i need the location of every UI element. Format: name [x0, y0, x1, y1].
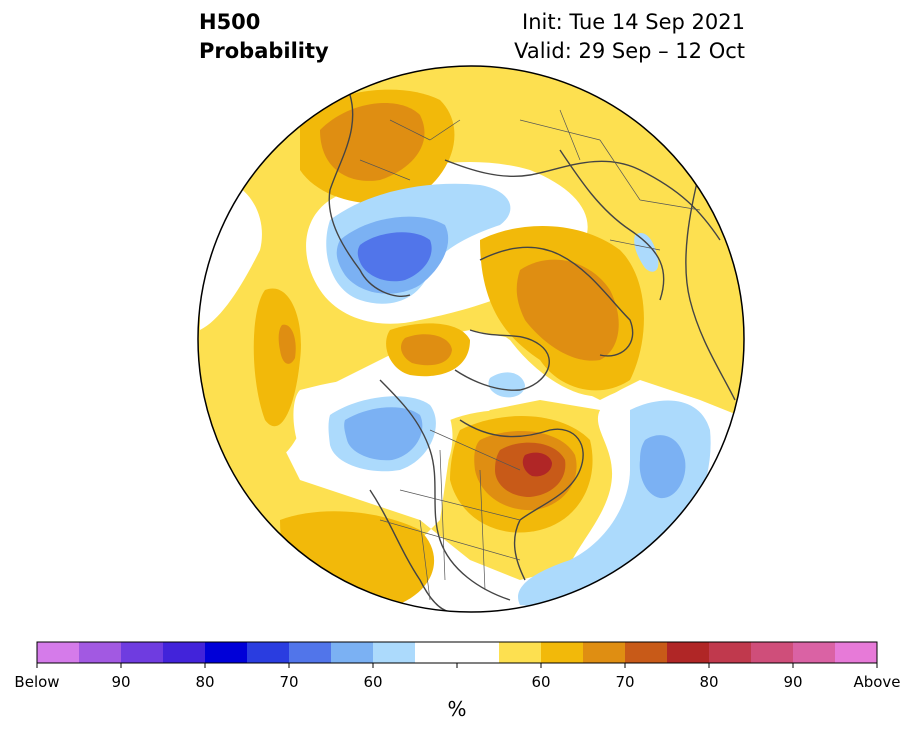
above-65-arctic: [516, 259, 619, 361]
below-65-kamchatka: [357, 232, 432, 282]
title-product: Probability: [199, 39, 329, 63]
colorbar-tick-label: 70: [279, 673, 298, 691]
above-65-pacific: [278, 324, 296, 364]
colorbar-tick-label: 60: [363, 673, 382, 691]
coastlines: [328, 94, 736, 612]
colorbar-tick-label: 90: [783, 673, 802, 691]
colorbar-swatch: [37, 642, 80, 663]
map-dates: Init: Tue 14 Sep 2021 Valid: 29 Sep – 12…: [514, 8, 745, 66]
colorbar-swatch: [205, 642, 248, 663]
colorbar-swatch: [373, 642, 416, 663]
colorbar-unit: %: [447, 697, 466, 721]
above-65-siberia: [320, 103, 425, 181]
probability-field: [198, 66, 744, 612]
colorbar-swatch: [331, 642, 374, 663]
colorbar-tick-label: 80: [195, 673, 214, 691]
borders: [359, 109, 701, 601]
above-65-central: [400, 334, 452, 366]
colorbar-swatch: [499, 642, 542, 663]
colorbar-swatch: [667, 642, 710, 663]
colorbar-tick-label: 70: [615, 673, 634, 691]
colorbar-swatch: [541, 642, 584, 663]
colorbar-swatch: [625, 642, 668, 663]
title-variable: H500: [199, 10, 261, 34]
colorbar-swatch: [289, 642, 332, 663]
colorbar-swatch: [163, 642, 206, 663]
above-60-south: [280, 511, 435, 610]
below-60-alaska: [344, 407, 423, 461]
colorbar-swatches: [37, 642, 878, 663]
colorbar-tick-label: Below: [14, 673, 59, 691]
above-60-pacific: [253, 288, 301, 427]
map-title: H500 Probability: [199, 8, 329, 66]
colorbar-tick-label: 60: [531, 673, 550, 691]
colorbar-swatch: [709, 642, 752, 663]
colorbar-swatch: [793, 642, 836, 663]
colorbar-tick-label: 80: [699, 673, 718, 691]
above-80-hudson: [522, 452, 552, 477]
colorbar-swatch: [751, 642, 794, 663]
colorbar-frame: [36, 641, 878, 664]
colorbar-swatch: [79, 642, 122, 663]
colorbar-tick-label: 90: [111, 673, 130, 691]
colorbar-swatch: [583, 642, 626, 663]
globe-border: [197, 65, 745, 613]
colorbar-swatch: [247, 642, 290, 663]
init-date: Init: Tue 14 Sep 2021: [522, 10, 745, 34]
valid-range: Valid: 29 Sep – 12 Oct: [514, 39, 745, 63]
colorbar-ticks: Below 90 80 70 60 60 70 80 90 Above: [14, 663, 901, 691]
colorbar-swatch: [457, 642, 500, 663]
colorbar-swatch: [835, 642, 878, 663]
colorbar-swatch: [415, 642, 458, 663]
below-55-scandinavia: [634, 232, 659, 272]
colorbar-tick-label: Above: [853, 673, 900, 691]
colorbar-swatch: [121, 642, 164, 663]
below-60-atlantic: [639, 435, 686, 499]
below-55-beaufort: [488, 372, 525, 398]
polar-map: [197, 65, 745, 613]
